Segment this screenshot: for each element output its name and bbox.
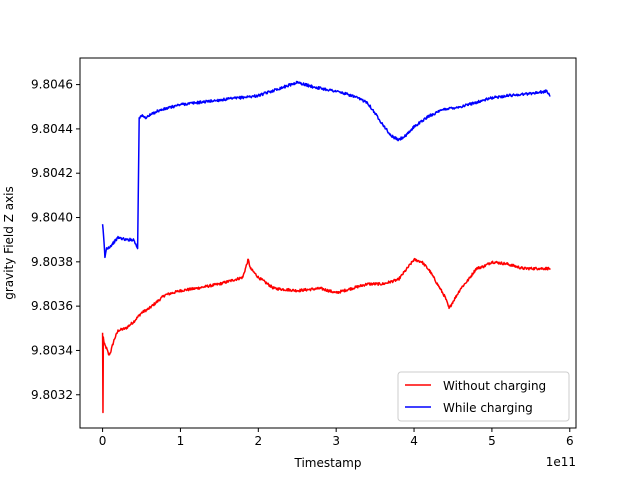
series-line-while-charging <box>101 80 551 259</box>
x-offset-label: 1e11 <box>546 455 576 469</box>
series-line-without-charging <box>101 257 551 414</box>
plot-area-background <box>80 58 576 428</box>
x-tick-label: 1 <box>177 434 185 448</box>
x-axis-label: Timestamp <box>294 456 362 470</box>
plot-frame <box>79 57 577 429</box>
x-tick-label: 6 <box>566 434 574 448</box>
y-axis: 9.8032 9.8034 9.8036 9.8038 9.8040 9.8042 9.80… <box>31 78 80 402</box>
x-tick-label: 2 <box>254 434 262 448</box>
legend-box <box>397 371 570 422</box>
x-tick-label: 3 <box>332 434 340 448</box>
y-tick-label: 9.8042 <box>31 166 73 180</box>
x-tick-label: 4 <box>410 434 418 448</box>
series-layer <box>101 80 551 414</box>
y-tick-label: 9.8036 <box>31 299 73 313</box>
y-tick-label: 9.8046 <box>31 78 73 92</box>
x-axis: 0 1 2 3 4 5 6 <box>99 428 574 448</box>
legend-label-without-charging: Without charging <box>443 379 546 393</box>
y-tick-label: 9.8040 <box>31 211 73 225</box>
x-tick-label: 0 <box>99 434 107 448</box>
y-tick-label: 9.8034 <box>31 343 73 357</box>
y-tick-label: 9.8038 <box>31 255 73 269</box>
legend: Without charging While charging <box>397 371 570 422</box>
y-tick-label: 9.8032 <box>31 388 73 402</box>
y-tick-label: 9.8044 <box>31 122 73 136</box>
legend-label-while-charging: While charging <box>443 401 533 415</box>
x-tick-label: 5 <box>488 434 496 448</box>
y-axis-label: gravity Field Z axis <box>2 186 16 300</box>
